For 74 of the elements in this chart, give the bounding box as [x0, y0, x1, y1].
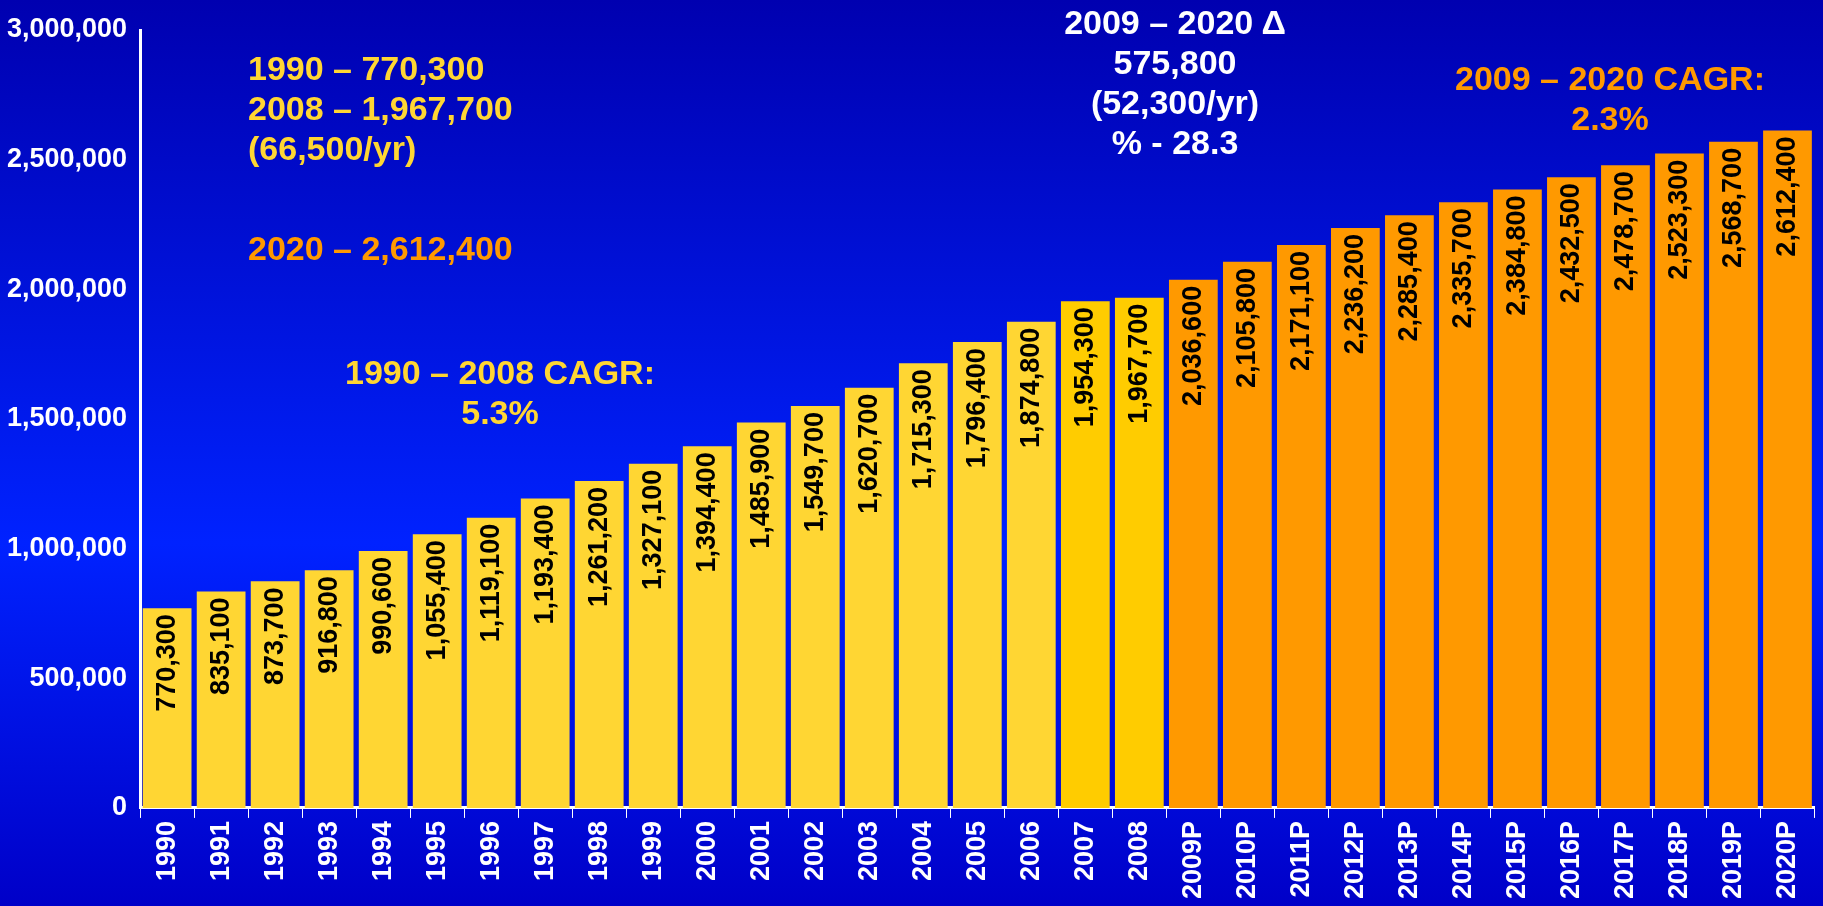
- x-tick-label: 2019P: [1716, 820, 1747, 899]
- data-label: 770,300: [150, 614, 181, 712]
- y-tick-label: 3,000,000: [6, 13, 128, 44]
- data-label: 2,568,700: [1716, 147, 1747, 268]
- x-tick-label: 2004: [906, 820, 937, 881]
- data-label: 2,612,400: [1770, 136, 1801, 257]
- annotation: 2009 – 2020 Δ 575,800 (52,300/yr) % - 28.3: [1063, 2, 1287, 162]
- x-tick-label: 2006: [1014, 820, 1045, 881]
- x-tick-label: 2003: [852, 820, 883, 881]
- x-tick-label: 2013P: [1392, 820, 1423, 899]
- annotation: 2009 – 2020 CAGR: 2.3%: [1454, 58, 1766, 138]
- x-tick-label: 1991: [204, 820, 235, 881]
- x-tick-label: 1994: [366, 820, 397, 881]
- x-tick-label: 1995: [420, 820, 451, 881]
- data-label: 1,193,400: [528, 504, 559, 625]
- x-tick-label: 1993: [312, 820, 343, 881]
- data-label: 1,967,700: [1122, 303, 1153, 424]
- annotation: 2020 – 2,612,400: [248, 228, 513, 268]
- x-tick-label: 1997: [528, 820, 559, 881]
- data-label: 2,171,100: [1284, 250, 1315, 372]
- x-tick-label: 2000: [690, 820, 721, 881]
- data-label: 1,620,700: [852, 393, 883, 514]
- data-label: 916,800: [312, 576, 343, 674]
- y-tick-label: 0: [112, 791, 128, 822]
- x-tick-label: 2010P: [1230, 820, 1261, 899]
- data-label: 1,954,300: [1068, 307, 1099, 428]
- y-tick-label: 1,000,000: [6, 532, 128, 563]
- x-tick-label: 1990: [150, 820, 181, 881]
- data-label: 2,432,500: [1554, 183, 1585, 304]
- x-tick-label: 1998: [582, 820, 613, 881]
- data-label: 1,327,100: [636, 469, 667, 590]
- y-tick-label: 500,000: [29, 661, 128, 692]
- data-label: 1,549,700: [798, 412, 829, 533]
- data-label: 1,394,400: [690, 452, 721, 573]
- x-tick-label: 2002: [798, 820, 829, 881]
- data-label: 2,523,300: [1662, 159, 1693, 280]
- x-tick-label: 2009P: [1176, 820, 1207, 899]
- data-label: 2,285,400: [1392, 221, 1423, 342]
- annotation: 1990 – 2008 CAGR: 5.3%: [344, 352, 656, 432]
- x-tick-label: 2001: [744, 820, 775, 881]
- data-label: 1,485,900: [744, 428, 775, 549]
- x-tick-label: 2015P: [1500, 820, 1531, 899]
- y-tick-label: 2,000,000: [6, 272, 128, 303]
- data-label: 1,261,200: [582, 486, 613, 608]
- data-label: 1,796,400: [960, 348, 991, 469]
- x-tick-label: 2007: [1068, 820, 1099, 881]
- data-label: 1,874,800: [1014, 327, 1045, 448]
- x-tick-label: 2017P: [1608, 820, 1639, 899]
- x-tick-label: 2018P: [1662, 820, 1693, 899]
- y-tick-label: 1,500,000: [6, 402, 128, 433]
- data-label: 2,478,700: [1608, 171, 1639, 292]
- data-label: 1,715,300: [906, 369, 937, 490]
- annotation: 1990 – 770,300 2008 – 1,967,700 (66,500/yr): [248, 48, 513, 168]
- data-label: 2,105,800: [1230, 267, 1261, 388]
- x-tick-label: 2005: [960, 820, 991, 881]
- data-label: 2,036,600: [1176, 285, 1207, 406]
- x-tick-label: 1999: [636, 820, 667, 881]
- data-label: 990,600: [366, 557, 397, 655]
- data-label: 835,100: [204, 597, 235, 695]
- x-tick-label: 2011P: [1284, 820, 1315, 898]
- x-tick-label: 2014P: [1446, 820, 1477, 899]
- data-label: 2,384,800: [1500, 195, 1531, 316]
- data-label: 1,055,400: [420, 540, 451, 661]
- x-tick-label: 1996: [474, 820, 505, 881]
- x-tick-label: 1992: [258, 820, 289, 881]
- x-tick-label: 2012P: [1338, 820, 1369, 899]
- x-tick-label: 2008: [1122, 820, 1153, 881]
- data-label: 1,119,100: [474, 523, 505, 643]
- x-tick-label: 2020P: [1770, 820, 1801, 899]
- data-label: 2,236,200: [1338, 234, 1369, 355]
- data-label: 2,335,700: [1446, 208, 1477, 329]
- data-label: 873,700: [258, 587, 289, 685]
- x-tick-label: 2016P: [1554, 820, 1585, 899]
- y-tick-label: 2,500,000: [6, 143, 128, 174]
